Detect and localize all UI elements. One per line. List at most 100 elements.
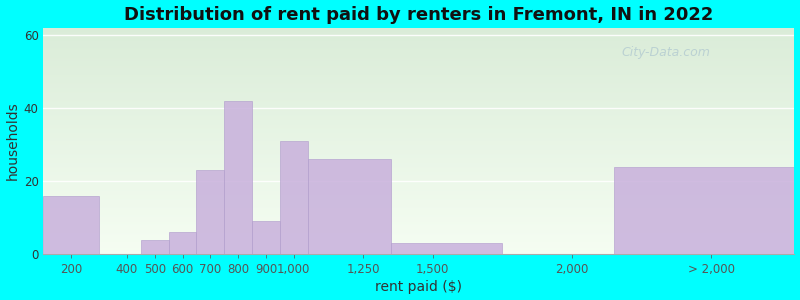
Bar [43,90,794,91]
Bar [43,212,794,213]
Bar [43,69,794,70]
Bar [43,84,794,85]
Bar [43,185,794,186]
Bar [43,83,794,84]
Bar [43,62,794,63]
Bar [43,35,794,36]
Bar [43,210,794,211]
Bar [43,105,794,106]
Bar [43,184,794,185]
Bar [43,136,794,137]
Bar [43,134,794,135]
Bar [43,132,794,133]
Bar [308,159,391,254]
Bar [43,117,794,118]
Bar [43,226,794,227]
Bar [252,221,280,254]
Bar [43,202,794,203]
Bar [43,141,794,142]
Bar [43,232,794,233]
Bar [141,240,169,254]
Bar [43,244,794,245]
Bar [43,164,794,165]
Bar [43,207,794,208]
Bar [43,131,794,132]
Bar [43,110,794,111]
Bar [43,128,794,129]
Bar [43,173,794,174]
Bar [43,204,794,205]
Bar [43,242,794,243]
Title: Distribution of rent paid by renters in Fremont, IN in 2022: Distribution of rent paid by renters in … [124,6,714,24]
Bar [43,129,794,130]
Bar [43,113,794,114]
Bar [43,114,794,115]
Bar [43,111,794,112]
Bar [43,193,794,194]
Bar [43,97,794,98]
Bar [43,251,794,252]
Bar [43,249,794,250]
Bar [43,150,794,151]
Bar [43,76,794,77]
Bar [43,135,794,136]
Bar [43,125,794,126]
Bar [43,187,794,188]
Bar [43,199,794,200]
Bar [43,177,794,178]
Bar [43,253,794,254]
Bar [43,146,794,147]
Bar [43,178,794,179]
Bar [43,170,794,171]
Bar [43,175,794,176]
Bar [43,176,794,177]
Bar [43,56,794,57]
Bar [43,140,794,141]
Bar [391,243,502,254]
Bar [43,41,794,42]
Bar [43,243,794,244]
Bar [43,160,794,161]
Bar [43,158,794,159]
Bar [43,73,794,74]
Bar [43,126,794,127]
Bar [43,186,794,187]
Bar [43,79,794,80]
Bar [43,153,794,154]
Bar [43,188,794,189]
Bar [43,161,794,162]
Bar [43,100,794,101]
Bar [43,240,794,241]
Bar [43,160,794,161]
Bar [43,155,794,156]
Bar [43,250,794,251]
Bar [43,53,794,54]
Bar [43,142,794,143]
Bar [43,245,794,246]
Bar [43,63,794,64]
Bar [43,211,794,212]
Bar [43,85,794,86]
Bar [43,152,794,153]
Bar [43,96,794,97]
Bar [43,93,794,94]
Bar [43,91,794,92]
Bar [43,45,794,46]
Bar [43,165,794,166]
Bar [43,107,794,108]
Bar [43,71,794,72]
Bar [43,162,794,163]
Bar [43,228,794,229]
Bar [43,46,794,47]
Bar [43,229,794,230]
Bar [43,40,794,41]
Bar [43,122,794,123]
Bar [43,213,794,214]
Bar [43,65,794,66]
Bar [43,30,794,31]
Bar [43,75,794,76]
Bar [43,182,794,183]
Bar [43,145,794,146]
Bar [43,50,794,51]
Bar [43,60,794,61]
